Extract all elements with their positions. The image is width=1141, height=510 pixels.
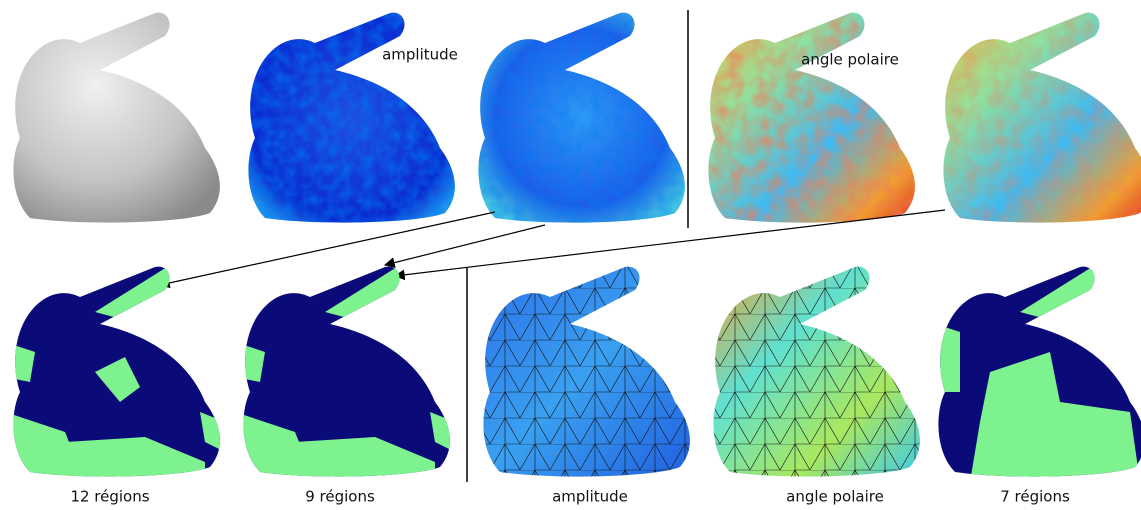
bunny-amplitude-smooth xyxy=(478,12,685,223)
bunny-7-regions xyxy=(938,266,1141,477)
bunny-mesh-polar xyxy=(713,266,920,477)
caption: amplitude xyxy=(552,488,628,506)
caption: angle polaire xyxy=(786,488,884,506)
bunny-9-regions xyxy=(243,266,450,477)
bunny-mesh-amplitude xyxy=(483,266,690,477)
bunny-gray xyxy=(13,12,220,223)
caption: 9 régions xyxy=(305,488,375,506)
bunny-polar xyxy=(708,12,915,223)
bunny-12-regions xyxy=(13,266,220,477)
bunny-polar-smooth xyxy=(943,12,1141,223)
label: angle polaire xyxy=(801,51,899,69)
arrows xyxy=(158,209,946,289)
caption: 12 régions xyxy=(70,488,149,506)
caption: 7 régions xyxy=(1000,488,1070,506)
label: amplitude xyxy=(382,46,458,64)
bunny-amplitude xyxy=(248,12,455,223)
